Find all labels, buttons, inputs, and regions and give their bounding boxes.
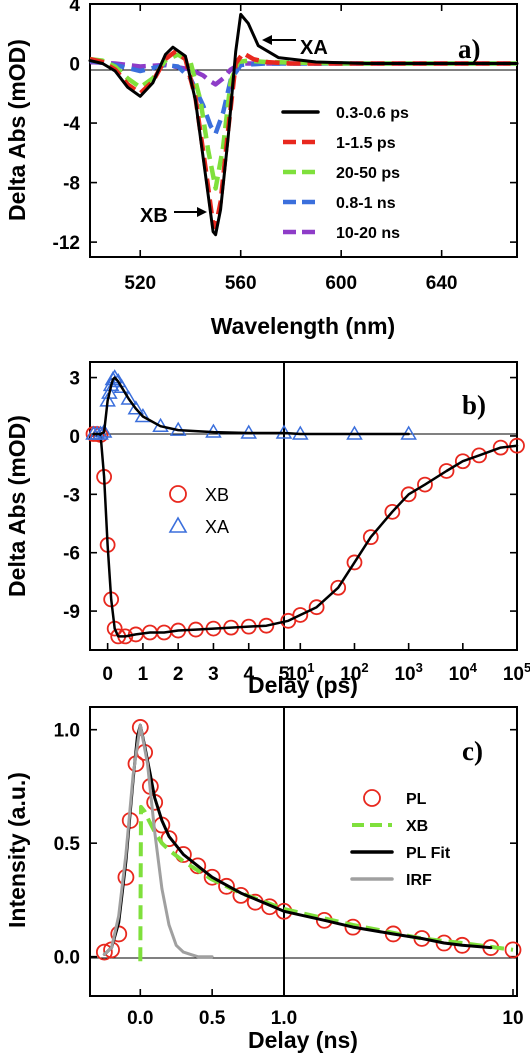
panel-c-axes-frame bbox=[89, 706, 518, 997]
panel-c-series-xb bbox=[138, 804, 514, 962]
panel-b-legend-marker bbox=[169, 485, 187, 503]
panel-a-y-axis-label: Delta Abs (mOD) bbox=[4, 39, 30, 221]
panel-b-legend-label: XA bbox=[205, 517, 229, 537]
panel-b-fit-xa bbox=[92, 376, 410, 436]
panel-b-y-tick-label: 0 bbox=[69, 427, 80, 448]
panel-c-x-tick-label: 0.5 bbox=[199, 1008, 226, 1029]
panel-b-x-tick-label: 103 bbox=[394, 660, 422, 685]
panel-b-y-tick-label: -9 bbox=[63, 602, 80, 623]
panel-b-axes-frame bbox=[89, 361, 518, 651]
panel-a-legend-label: 10-20 ns bbox=[336, 225, 400, 242]
panel-a-legend-label: 0.3-0.6 ps bbox=[336, 105, 409, 122]
panel-b-point-xa bbox=[106, 369, 123, 384]
panel-c-x-tick-label: 1.0 bbox=[271, 1008, 297, 1029]
panel-b-y-tick-label: -6 bbox=[63, 544, 80, 565]
panel-b-point-xa bbox=[127, 400, 145, 415]
panel-c-legend-label: XB bbox=[406, 818, 428, 835]
panel-c-point-pl bbox=[160, 830, 178, 848]
panel-c-legend-label: PL bbox=[406, 791, 427, 808]
panel-b-x-tick-label: 1 bbox=[138, 664, 149, 685]
panel-c-y-tick-label: 1.0 bbox=[54, 721, 80, 742]
panel-c-series-irf bbox=[102, 723, 214, 959]
panel-c-y-tick-label: 0.5 bbox=[54, 834, 81, 855]
panel-c-legend-marker bbox=[363, 789, 381, 807]
panel-b-point-xa bbox=[113, 378, 131, 394]
panel-b-point-xa bbox=[120, 390, 138, 405]
panel-b-point-xb bbox=[471, 447, 488, 464]
panel-a-label: a) bbox=[458, 34, 481, 64]
panel-b-point-xb bbox=[362, 529, 379, 546]
panel-b-x-tick-label: 3 bbox=[208, 664, 219, 685]
panel-b-fit-xb bbox=[92, 432, 519, 638]
panel-b-point-xb bbox=[330, 579, 347, 596]
panel-a-x-tick-label: 600 bbox=[325, 273, 357, 294]
panel-a-series-0-3-0-6-ps bbox=[88, 12, 519, 237]
panel-b-y-tick-label: 3 bbox=[69, 369, 80, 390]
panel-a-legend-label: 0.8-1 ns bbox=[336, 195, 396, 212]
panel-c-chart: 0.0 0.5 1.0 10 0.0 0.5 1.0 c) PL XB PL Fit IRF De… bbox=[4, 706, 524, 1053]
panel-c-x-tick-label: 10 bbox=[502, 1008, 523, 1029]
panel-c-legend-label: PL Fit bbox=[406, 845, 451, 862]
panel-a-x-tick-label: 520 bbox=[124, 273, 156, 294]
panel-b-x-tick-label: 5 bbox=[279, 664, 290, 685]
panel-c-y-tick-label: 0.0 bbox=[54, 948, 80, 969]
panel-a-x-tick-label: 560 bbox=[225, 273, 257, 294]
panel-a-y-tick-label: 0 bbox=[69, 55, 80, 76]
panel-c-point-pl bbox=[203, 868, 221, 886]
panel-b-x-tick-label: 101 bbox=[286, 660, 314, 685]
panel-a-y-tick-label: 4 bbox=[69, 0, 80, 16]
panel-b-point-xa bbox=[134, 407, 152, 423]
panel-c-x-axis-label: Delay (ns) bbox=[248, 1027, 358, 1053]
panel-b-point-xb bbox=[417, 476, 433, 493]
panel-c-y-axis-label: Intensity (a.u.) bbox=[4, 772, 30, 928]
panel-b-x-tick-label: 102 bbox=[340, 660, 368, 685]
panel-b-point-xb bbox=[384, 503, 401, 520]
annotation-xb-arrow bbox=[174, 207, 207, 217]
panel-a-chart: 520 560 600 640 4 0 -4 -8 -12 a) XA XB 0.3-0.6 p… bbox=[4, 0, 519, 339]
panel-b-legend-label: XB bbox=[205, 485, 229, 505]
panel-b-label: b) bbox=[462, 390, 486, 420]
panel-b-point-xb bbox=[308, 599, 325, 616]
panel-b-x-axis-label: Delay (ps) bbox=[248, 672, 358, 698]
panel-a-y-tick-label: -12 bbox=[53, 233, 80, 254]
panel-a-x-tick-label: 640 bbox=[426, 273, 458, 294]
panel-b-point-xb bbox=[400, 486, 417, 503]
panel-a-y-tick-label: -4 bbox=[63, 114, 80, 135]
panel-b-x-tick-label: 105 bbox=[503, 660, 530, 685]
panel-b-x-tick-label: 0 bbox=[102, 664, 113, 685]
annotation-xa-arrow bbox=[262, 35, 296, 45]
panel-a-legend-label: 20-50 ps bbox=[336, 165, 400, 182]
panel-b-point-xa bbox=[95, 423, 113, 438]
panel-b-point-xb bbox=[454, 453, 471, 470]
panel-b-point-xb bbox=[292, 607, 309, 623]
panel-c-label: c) bbox=[462, 736, 483, 766]
panel-a-series-20-50-ps bbox=[89, 52, 517, 191]
panel-c-point-pl bbox=[504, 941, 522, 959]
panel-b-y-axis-label: Delta Abs (mOD) bbox=[4, 415, 30, 597]
panel-c-x-tick-label: 0.0 bbox=[127, 1008, 153, 1029]
panel-b-legend-marker bbox=[168, 516, 188, 533]
panel-b-x-tick-label: 2 bbox=[173, 664, 184, 685]
panel-c-point-pl bbox=[218, 877, 235, 895]
panel-b-x-tick-label: 104 bbox=[449, 660, 478, 685]
panel-c-legend-label: IRF bbox=[406, 872, 432, 889]
panel-a-series-0-8-1-ns bbox=[89, 58, 517, 136]
panel-a-axes-frame bbox=[89, 3, 518, 258]
panel-a-y-tick-label: -8 bbox=[63, 174, 80, 195]
panel-b-point-xb bbox=[438, 463, 455, 479]
panel-b-point-xb bbox=[346, 554, 363, 571]
panel-b-y-tick-label: -3 bbox=[63, 485, 80, 506]
annotation-xb: XB bbox=[140, 205, 168, 227]
panel-b-x-tick-label: 4 bbox=[243, 664, 254, 685]
panel-a-x-axis-label: Wavelength (nm) bbox=[211, 313, 395, 339]
panel-a-series-10-20-ns bbox=[89, 59, 517, 87]
panel-c-point-pl bbox=[95, 943, 113, 961]
panel-a-legend-label: 1-1.5 ps bbox=[336, 135, 396, 152]
annotation-xa: XA bbox=[300, 37, 328, 59]
